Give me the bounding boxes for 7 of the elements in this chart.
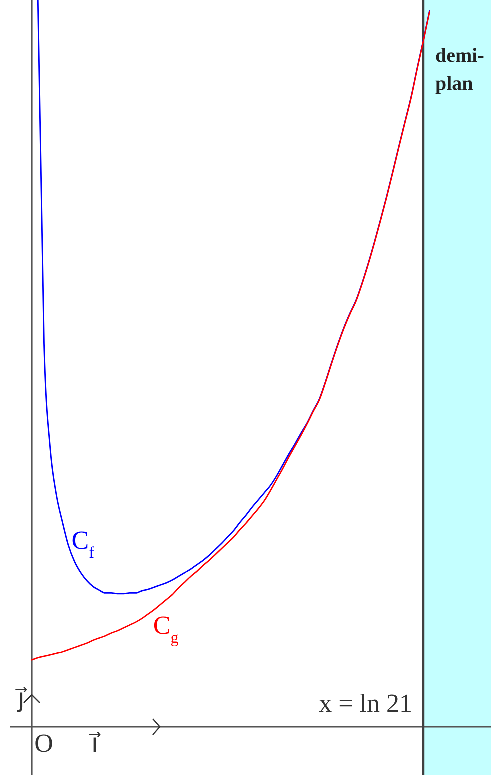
text: j⃗ — [14, 684, 28, 713]
series-label: C$_{f}$ — [72, 526, 96, 562]
series-label: C$_{g}$ — [153, 610, 179, 646]
text: O — [34, 729, 54, 758]
annotation: x = ln 21 — [319, 689, 412, 718]
annotation: demi-plan — [436, 45, 484, 95]
text: i⃗ — [88, 729, 102, 758]
